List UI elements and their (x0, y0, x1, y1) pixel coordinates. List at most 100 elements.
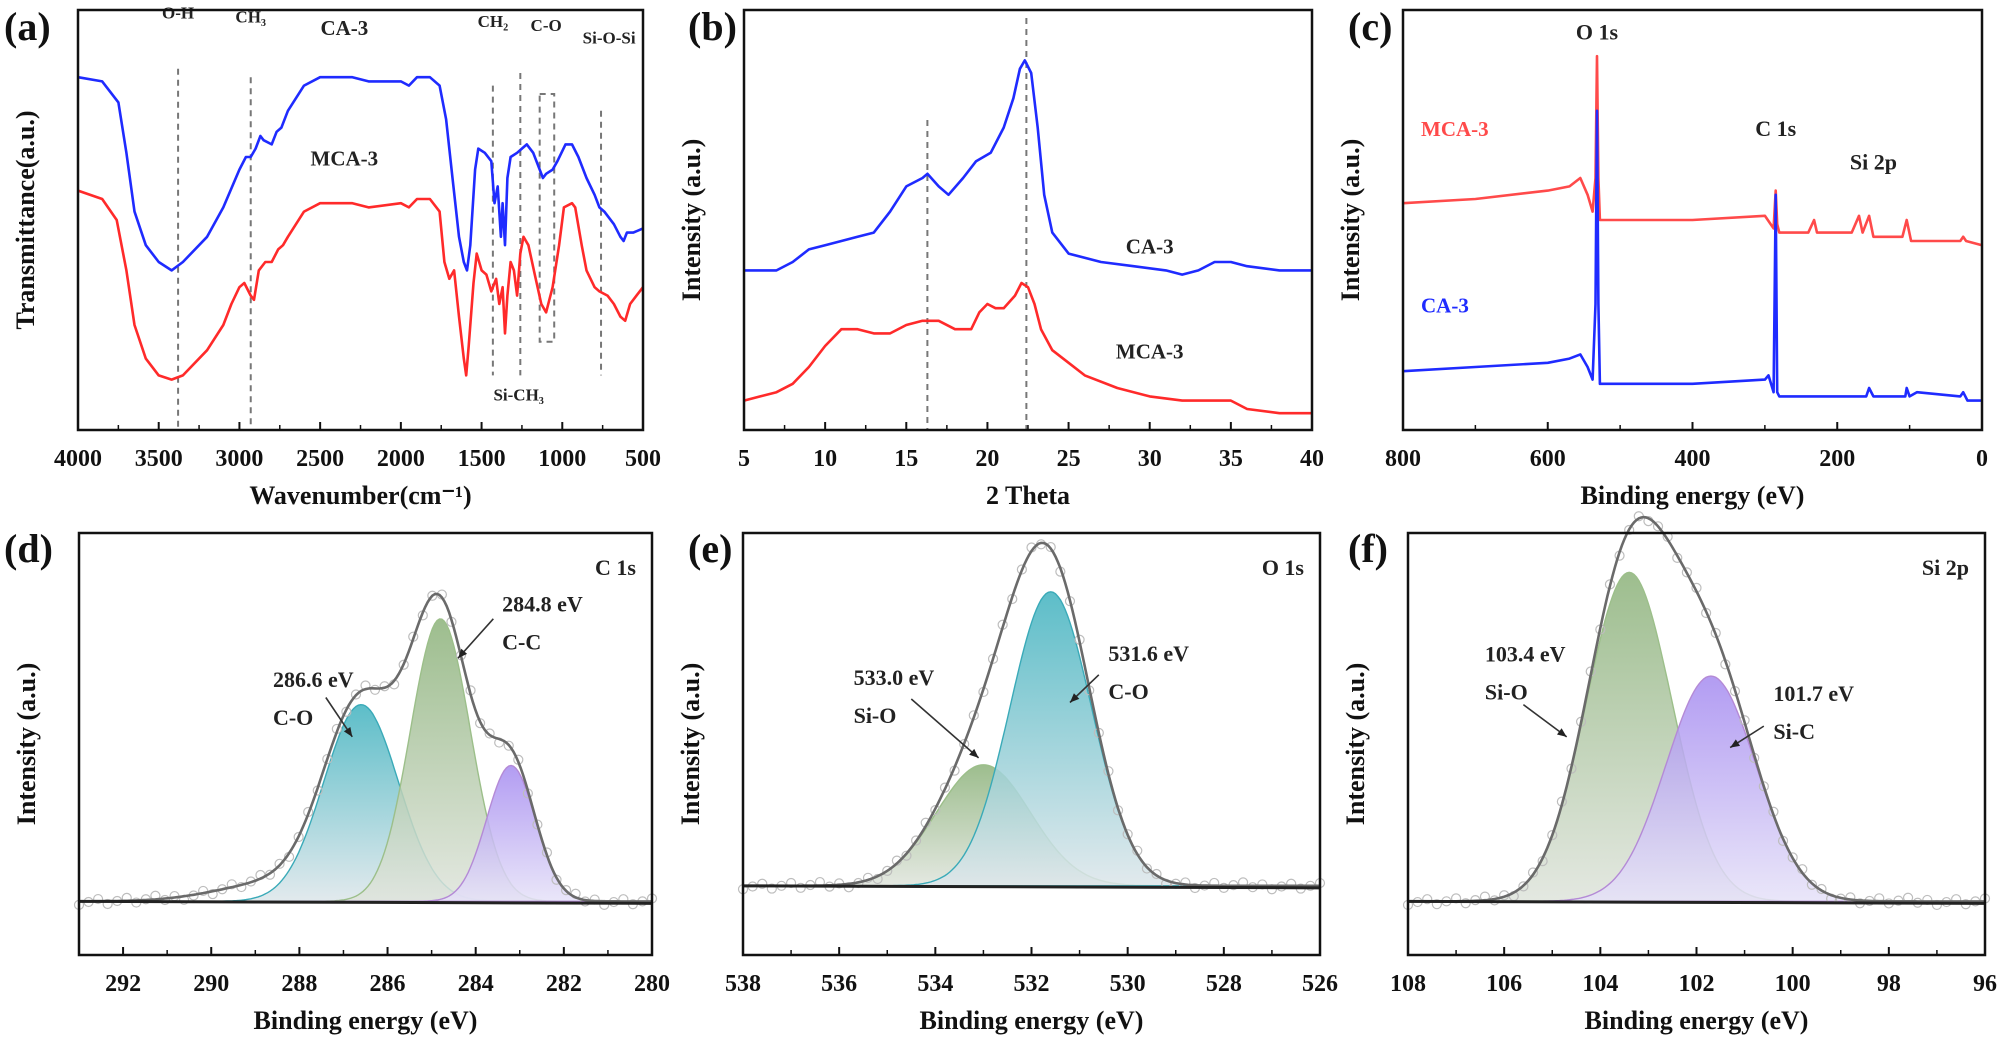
component-bond-label: Si-C (1773, 719, 1815, 744)
raw-data-point (1122, 829, 1133, 840)
panel-label: (a) (4, 4, 51, 49)
band-annotation: Si-CH₃ (493, 386, 543, 405)
peak-annotation: C 1s (1755, 116, 1796, 141)
raw-data-point (1518, 881, 1529, 892)
x-tick-label: 25 (1057, 446, 1081, 472)
y-axis-title: Intensity (a.u.) (12, 663, 41, 826)
series-line-mca-3 (743, 281, 1312, 415)
panel-label: (d) (4, 526, 53, 571)
raw-data-point (207, 888, 218, 900)
raw-data-point (1431, 899, 1442, 910)
plot-frame (742, 8, 1314, 432)
series-label-mca-3: MCA-3 (311, 146, 379, 170)
raw-data-point (1547, 830, 1558, 841)
series-line-ca-3 (1402, 109, 1982, 402)
x-tick-label: 400 (1675, 446, 1711, 472)
x-axis-title: Binding energy (eV) (1581, 481, 1805, 510)
x-tick-label: 536 (821, 971, 857, 997)
arrowhead-icon (1069, 693, 1080, 703)
baseline (78, 899, 653, 905)
y-axis-title: Intensity (a.u.) (677, 139, 706, 302)
component-energy-label: 286.6 eV (273, 667, 354, 692)
x-tick-label: 108 (1390, 971, 1426, 997)
arrowhead-icon (1730, 739, 1741, 748)
raw-data-point (1652, 521, 1664, 532)
raw-data-point (102, 898, 113, 910)
raw-data-point (1460, 898, 1471, 909)
x-tick-label: 286 (370, 971, 406, 997)
y-axis-title: Intensity (a.u.) (676, 663, 705, 826)
x-tick-label: 288 (281, 971, 317, 997)
x-axis-title: 2 Theta (986, 481, 1070, 510)
raw-data-point (1681, 567, 1692, 578)
x-tick-label: 280 (634, 971, 670, 997)
raw-data-point (226, 879, 237, 890)
x-axis-title: Binding energy (eV) (254, 1006, 478, 1035)
raw-data-point (910, 835, 922, 846)
baseline (742, 884, 1321, 890)
raw-data-point (92, 893, 104, 905)
x-tick-label: 2500 (296, 446, 344, 472)
panel-label: (b) (688, 4, 737, 49)
peak-annotation: O 1s (1576, 19, 1619, 44)
raw-data-point (1624, 524, 1635, 536)
panel-e: O 1s 533.0 eV Si-O 531.6 eV C-O 538 536 534 532 5… (676, 526, 1338, 1035)
arrowhead-icon (969, 748, 979, 758)
panel-label: (e) (688, 526, 732, 571)
raw-data-point (198, 885, 209, 897)
raw-data-point (1141, 863, 1153, 874)
raw-data-point (350, 689, 362, 700)
panel-f: Si 2p 103.4 eV Si-O 101.7 eV Si-C 108 106 104 10… (1341, 511, 1997, 1035)
panel-b: CA-3 MCA-3 5 10 15 20 25 30 35 40 2 Theta Intensity… (677, 4, 1324, 510)
x-axis-title: Binding energy (eV) (920, 1006, 1144, 1035)
band-reference-box (538, 93, 556, 343)
envelope-fit-line (1408, 515, 1985, 903)
band-annotation: C-O (531, 16, 562, 35)
raw-data-point (560, 885, 572, 896)
raw-data-point (427, 590, 438, 601)
raw-data-point (1045, 541, 1056, 553)
x-tick-label: 284 (458, 971, 494, 997)
component-energy-label: 533.0 eV (854, 665, 935, 690)
raw-data-point (398, 659, 409, 670)
raw-data-point (785, 877, 797, 889)
series-label-ca-3: CA-3 (1421, 293, 1469, 317)
x-tick-label: 528 (1206, 971, 1242, 997)
panel-c: MCA-3 CA-3 O 1s C 1s Si 2p 800 600 400 200 0 Bindi… (1336, 4, 1988, 510)
raw-data-point (795, 882, 806, 893)
component-bond-label: Si-O (854, 703, 897, 728)
x-tick-label: 98 (1877, 971, 1901, 997)
x-tick-label: 3500 (135, 446, 183, 472)
x-tick-label: 30 (1138, 446, 1162, 472)
fit-component-si-c (1407, 675, 1986, 903)
peak-annotation: Si 2p (1850, 150, 1897, 175)
component-energy-label: 101.7 eV (1773, 681, 1854, 706)
component-bond-label: C-O (1108, 679, 1148, 704)
raw-data-point (882, 865, 893, 876)
x-tick-label: 292 (105, 971, 141, 997)
series-label-mca-3: MCA-3 (1116, 340, 1184, 364)
panel-label: (f) (1348, 526, 1388, 571)
series-label-mca-3: MCA-3 (1421, 117, 1489, 141)
component-bond-label: Si-O (1485, 680, 1528, 705)
raw-data-point (293, 831, 304, 843)
arrowhead-icon (458, 648, 468, 659)
x-tick-label: 0 (1976, 446, 1988, 472)
x-tick-label: 1500 (458, 446, 506, 472)
component-energy-label: 284.8 eV (502, 592, 583, 617)
x-tick-label: 600 (1530, 446, 1566, 472)
raw-data-point (322, 753, 333, 765)
x-axis-title: Binding energy (eV) (1585, 1006, 1809, 1035)
band-annotation: CH₃ (235, 8, 266, 27)
x-axis-title: Wavenumber(cm⁻¹) (249, 481, 471, 510)
x-tick-label: 20 (975, 446, 999, 472)
x-tick-label: 290 (193, 971, 229, 997)
series-label-ca-3: CA-3 (1126, 235, 1174, 259)
fit-component-c-o (742, 591, 1321, 887)
raw-data-point (1151, 868, 1162, 880)
x-tick-label: 526 (1302, 971, 1338, 997)
plot-frame (76, 8, 645, 432)
spectrum-title: C 1s (595, 555, 636, 580)
y-axis-title: Transmittance(a.u.) (11, 110, 40, 329)
